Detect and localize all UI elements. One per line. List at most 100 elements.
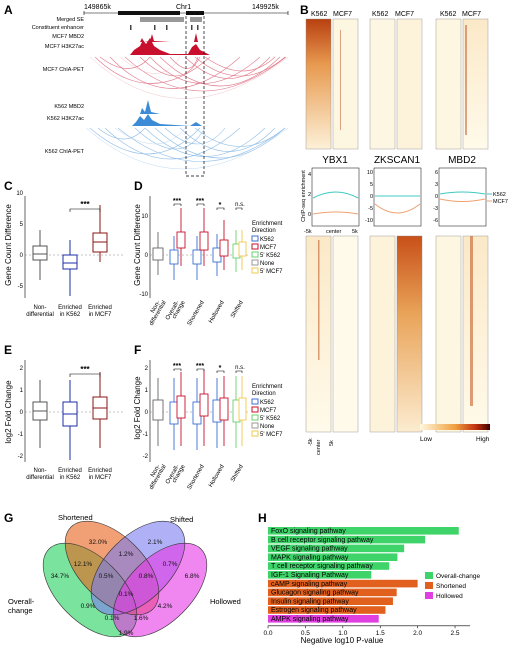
h-bar-label: B cell receptor signaling pathway (271, 537, 374, 544)
panel-letter-d: D (134, 179, 143, 193)
h-bar-label: Insulin signaling pathway (271, 598, 349, 605)
e-cat-nondiff-2: differential (26, 475, 54, 481)
venn-shortened-hollowed: 4.2% (158, 603, 173, 610)
hm2-header-mcf7: MCF7 (395, 11, 414, 18)
panel-letter-b: B (300, 3, 309, 17)
zkscan1-ytick-0: 0 (370, 194, 373, 200)
colorbar-low: Low (420, 436, 432, 443)
f-ylabel: log2 Fold Change (133, 376, 142, 440)
h-x-tick-label: 2.0 (413, 630, 422, 637)
h-x-tick-label: 0.0 (263, 630, 272, 637)
e-cat-mcf7-1: Enriched (88, 468, 112, 474)
f-sig-overall: *** (173, 363, 181, 370)
heatmap-top-headers: K562 MCF7 K562 MCF7 K562 MCF7 (311, 11, 481, 18)
hm2-header-k562: K562 (372, 11, 388, 18)
d-cat-hollowed: Hollowed (208, 300, 226, 324)
h-bar-label: cAMP signaling pathway (271, 581, 348, 588)
mbd2-ytick-3: 3 (435, 182, 438, 188)
k562-arcs (89, 127, 286, 162)
d-legend-mcf7: MCF7 (260, 245, 277, 251)
panel-letter-a: A (4, 3, 13, 17)
c-ytick-5: 5 (20, 222, 24, 228)
venn-all-four: 0.1% (119, 591, 134, 598)
d-cat-shortened: Shortened (187, 300, 206, 327)
panel-letter-g: G (4, 511, 13, 525)
track-label-k562-h3k27ac: K562 H3K27ac (47, 116, 84, 122)
panel-f-boxplot: log2 Fold Change -2 -1 0 1 2 *** *** (133, 360, 283, 491)
mbd2-ytick-m3: -3 (433, 206, 438, 212)
protein-title-mbd2: MBD2 (448, 155, 476, 166)
h-x-tick-label: 0.5 (301, 630, 310, 637)
e-significance: *** (80, 365, 90, 374)
c-cat-nondiff-2: differential (26, 312, 54, 318)
ybx1-xtick-center: center (326, 229, 341, 235)
d-sig-shifted: n.s. (235, 202, 245, 208)
c-ytick-10: 10 (16, 191, 23, 197)
coord-right: 149925k (252, 4, 279, 11)
track-label-mcf7-mbd2: MCF7 MBD2 (52, 34, 84, 40)
venn-hollowed-only: 6.8% (185, 573, 200, 580)
d-ytick-m10: -10 (139, 292, 148, 298)
h-bar (268, 535, 426, 544)
venn-set-shifted: Shifted (170, 515, 193, 524)
coord-left: 149865k (84, 4, 111, 11)
h-legend-hollowed: Hollowed (436, 593, 463, 600)
f-sig-shortened: *** (196, 363, 204, 370)
h-bar (268, 579, 418, 588)
track-label-k562-mbd2: K562 MBD2 (54, 104, 84, 110)
d-legend-k562: K562 (260, 237, 275, 243)
profile-plots: ChIP-seq enrichment 4 2 0 10 5 0 -5 -10 … (301, 167, 508, 235)
track-label-constituent: Constituent enhancer (32, 25, 84, 31)
colorbar-high: High (476, 436, 490, 443)
e-cat-k562-2: in K562 (60, 475, 81, 481)
venn-overall-shortened: 12.1% (74, 561, 93, 568)
panel-c-boxplot: Gene Count Difference -5 0 5 10 *** Non-… (4, 191, 125, 318)
d-legend: Enrichment Direction K562 MCF7 5' K562 N… (251, 221, 283, 275)
h-bar-label: T cell receptor signaling pathway (271, 563, 373, 570)
d-ytick-10: 10 (141, 214, 148, 220)
e-ylabel: log2 Fold Change (4, 380, 13, 444)
h-x-tick-label: 2.5 (451, 630, 460, 637)
e-ytick-m2: -2 (18, 454, 24, 460)
f-ytick-m2: -2 (143, 454, 149, 460)
panel-letter-f: F (134, 343, 141, 357)
ybx1-xtick-right: 5k (352, 229, 358, 235)
venn-overall-shifted-hollowed: 0.1% (105, 615, 120, 622)
f-legend-none: None (260, 424, 275, 430)
venn-set-shortened: Shortened (58, 513, 93, 522)
c-significance: *** (80, 200, 90, 209)
panel-letters: A B C D E F G H (4, 3, 309, 525)
panel-b-heatmaps: K562 MCF7 K562 MCF7 K562 MCF7 YBX1 ZKSCA… (301, 11, 508, 455)
colorbar (420, 424, 490, 430)
ybx1-ytick-2: 2 (308, 192, 311, 198)
venn-set-overall-1: Overall- (8, 597, 35, 606)
panel-d-boxplot: Gene Count Difference -10 0 10 *** *** * (133, 196, 283, 327)
h-bar (268, 571, 372, 579)
venn-shifted-only: 2.1% (148, 539, 163, 546)
profile-legend-k562: K562 (493, 192, 506, 198)
h-bar (268, 588, 397, 597)
panel-letter-e: E (4, 343, 12, 357)
d-sig-shortened: *** (196, 198, 204, 205)
e-cat-mcf7-2: in MCF7 (89, 475, 112, 481)
f-legend-title-1: Enrichment (252, 384, 283, 390)
f-legend-5k562: 5' K562 (260, 416, 281, 422)
h-bar (268, 606, 386, 614)
track-label-merged-se: Merged SE (56, 17, 84, 23)
protein-title-ybx1: YBX1 (322, 155, 348, 166)
c-ylabel: Gene Count Difference (4, 204, 13, 286)
venn-overall-shortened-shifted: 0.5% (99, 573, 114, 580)
panel-letter-h: H (258, 511, 267, 525)
d-cat-shifted: Shifted (230, 300, 245, 319)
ybx1-ytick-4: 4 (308, 172, 311, 178)
f-legend-k562: K562 (260, 400, 275, 406)
ybx1-ytick-0: 0 (308, 212, 311, 218)
h-x-tick-label: 1.5 (376, 630, 385, 637)
f-ytick-m1: -1 (143, 432, 149, 438)
e-categories: Non- differential Enriched in K562 Enric… (26, 468, 112, 481)
mbd2-ytick-0: 0 (435, 194, 438, 200)
bottom-xtick-left: -5k (308, 438, 314, 446)
f-legend: Enrichment Direction K562 MCF7 5' K562 N… (251, 384, 283, 438)
f-legend-mcf7: MCF7 (260, 408, 277, 414)
